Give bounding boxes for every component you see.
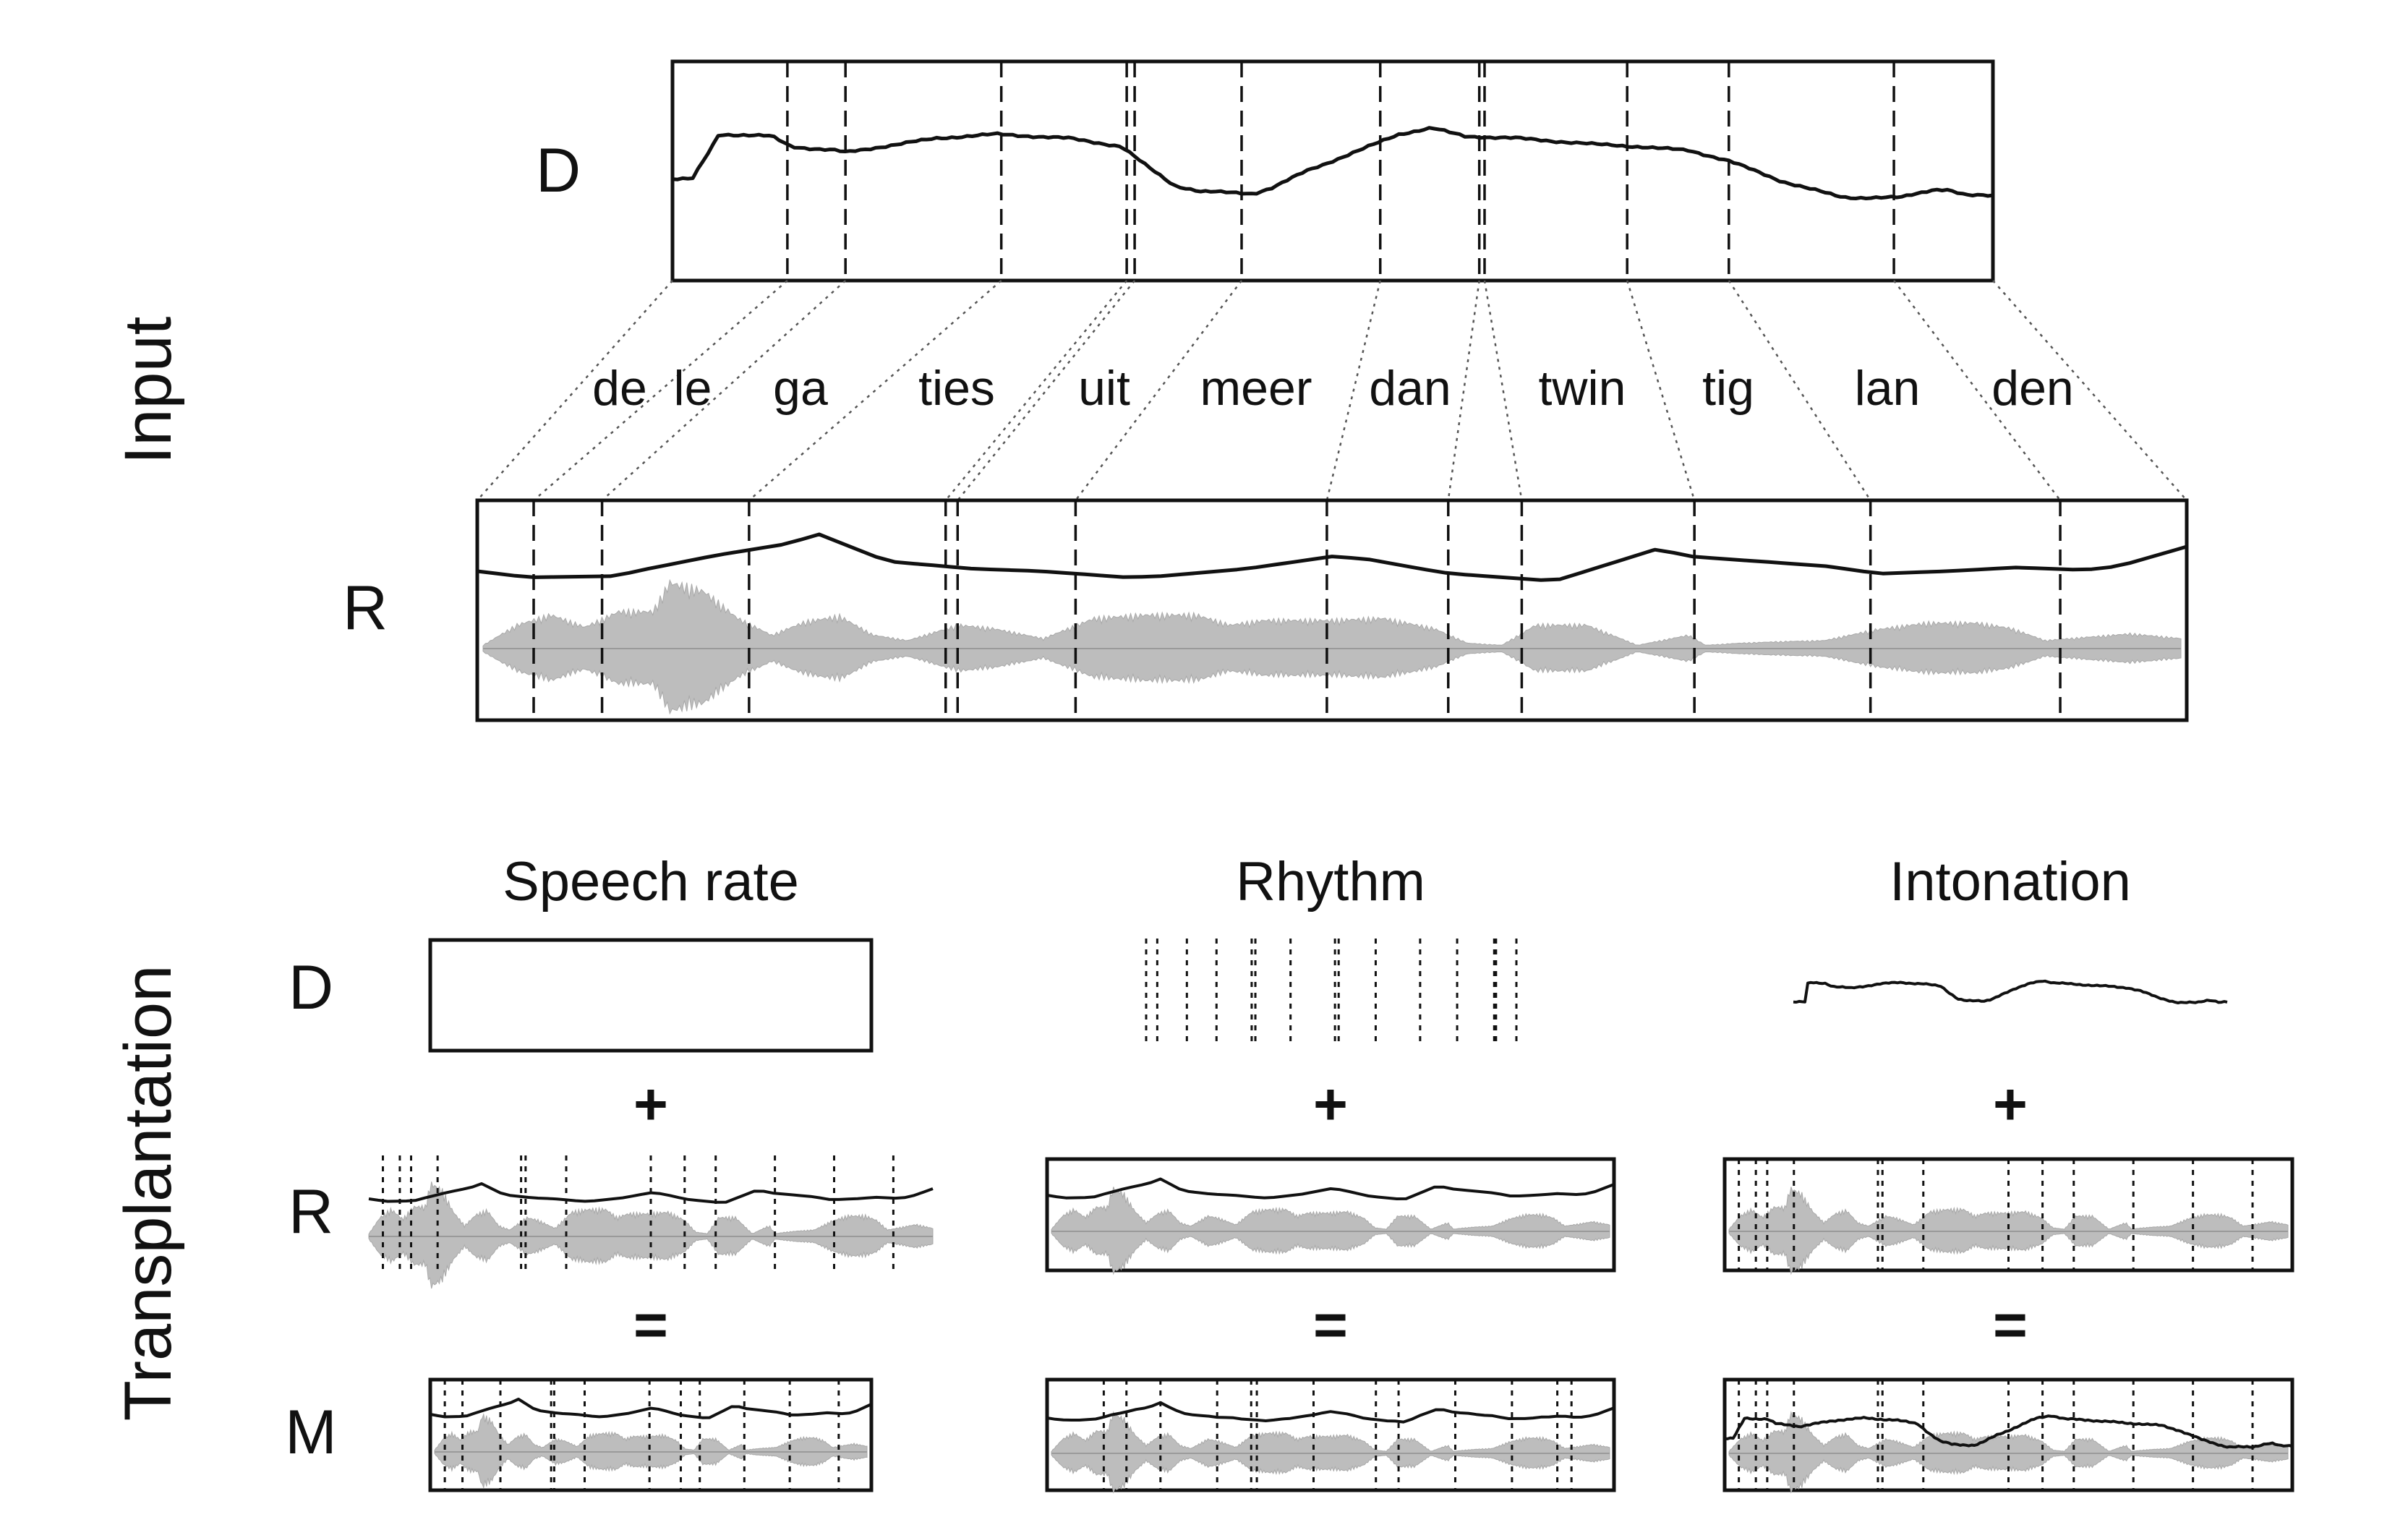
recipient-frame xyxy=(475,498,2189,722)
equals-sign-rhythm: = xyxy=(1313,1292,1348,1358)
syllable-row: de le ga ties uit meer dan twin tig lan … xyxy=(592,361,2074,416)
intonation-recipient-panel xyxy=(1722,1157,2294,1275)
alignment-connectors xyxy=(477,280,2187,501)
plus-sign-intonation: + xyxy=(1993,1072,2028,1137)
recipient-waveform xyxy=(482,578,2182,715)
speech-rate-manipulated-contour xyxy=(430,1398,872,1419)
alignment-connector-8 xyxy=(1325,280,1381,501)
input-section-label: Input xyxy=(111,317,185,465)
intonation-manipulated-panel xyxy=(1722,1377,2294,1494)
donor-frame xyxy=(670,59,1995,283)
intonation-manipulated-contour xyxy=(1724,1414,2293,1449)
intonation-manipulated-waveform xyxy=(1728,1411,2289,1494)
rhythm-recipient-frame xyxy=(1045,1157,1616,1273)
donor-label: D xyxy=(536,136,581,205)
alignment-connector-4 xyxy=(748,280,1002,501)
plus-sign-rhythm: + xyxy=(1313,1072,1348,1137)
alignment-connector-9 xyxy=(1447,280,1480,501)
syllable-dan: dan xyxy=(1369,361,1451,416)
equals-sign-speech-rate: = xyxy=(633,1292,668,1358)
rhythm-recipient-panel xyxy=(1045,1157,1616,1275)
speech-rate-manipulated-waveform xyxy=(434,1413,868,1490)
plus-sign-speech-rate: + xyxy=(633,1072,668,1137)
speech-rate-donor-box xyxy=(428,938,874,1053)
syllable-ties: ties xyxy=(918,361,995,416)
rhythm-manipulated-contour xyxy=(1046,1401,1615,1424)
alignment-connector-13 xyxy=(1893,280,2062,501)
rhythm-recipient-waveform xyxy=(1051,1187,1610,1275)
rhythm-manipulated-panel xyxy=(1045,1377,1616,1494)
recipient-waveform-panel xyxy=(475,498,2189,722)
alignment-connector-7 xyxy=(1075,280,1243,501)
recipient-label: R xyxy=(343,573,388,643)
rhythm-recipient-contour xyxy=(1046,1177,1615,1200)
trans-recipient-label: R xyxy=(289,1177,333,1247)
column-title-speech-rate: Speech rate xyxy=(503,851,799,913)
alignment-connector-2 xyxy=(533,280,788,501)
transplantation-section-label: Transplantation xyxy=(111,965,185,1422)
donor-pitch-contour xyxy=(672,126,1994,200)
recipient-pitch-contour xyxy=(477,532,2187,582)
intonation-recipient-waveform xyxy=(1728,1187,2289,1275)
alignment-connector-14 xyxy=(1992,280,2187,501)
syllable-den: den xyxy=(1991,361,2073,416)
rhythm-manipulated-frame xyxy=(1045,1377,1616,1492)
intonation-donor-contour xyxy=(1793,979,2228,1004)
equals-sign-intonation: = xyxy=(1993,1292,2028,1358)
alignment-connector-10 xyxy=(1483,280,1523,501)
column-title-rhythm: Rhythm xyxy=(1236,851,1425,913)
syllable-de: de xyxy=(592,361,647,416)
speech-rate-manipulated-panel xyxy=(428,1377,874,1492)
speech-rate-donor-frame xyxy=(428,938,874,1053)
trans-donor-label: D xyxy=(289,953,333,1022)
speech-rate-recipient-contour xyxy=(368,1182,934,1204)
syllable-meer: meer xyxy=(1200,361,1312,416)
alignment-connector-3 xyxy=(601,280,847,501)
alignment-connector-1 xyxy=(477,280,673,501)
donor-pitch-panel xyxy=(670,59,1995,283)
speech-rate-manipulated-frame xyxy=(428,1377,874,1492)
trans-manipulated-label: M xyxy=(285,1398,337,1467)
syllable-le: le xyxy=(674,361,712,416)
speech-rate-recipient-panel xyxy=(368,1155,934,1289)
column-title-intonation: Intonation xyxy=(1890,851,2131,913)
syllable-uit: uit xyxy=(1078,361,1130,416)
intonation-donor-contour-line xyxy=(1793,979,2228,1004)
syllable-tig: tig xyxy=(1702,361,1754,416)
rhythm-donor-boundaries xyxy=(1145,939,1518,1047)
rhythm-manipulated-waveform xyxy=(1051,1411,1610,1494)
syllable-ga: ga xyxy=(773,361,828,416)
syllable-twin: twin xyxy=(1539,361,1626,416)
alignment-connector-11 xyxy=(1626,280,1696,501)
syllable-lan: lan xyxy=(1855,361,1921,416)
